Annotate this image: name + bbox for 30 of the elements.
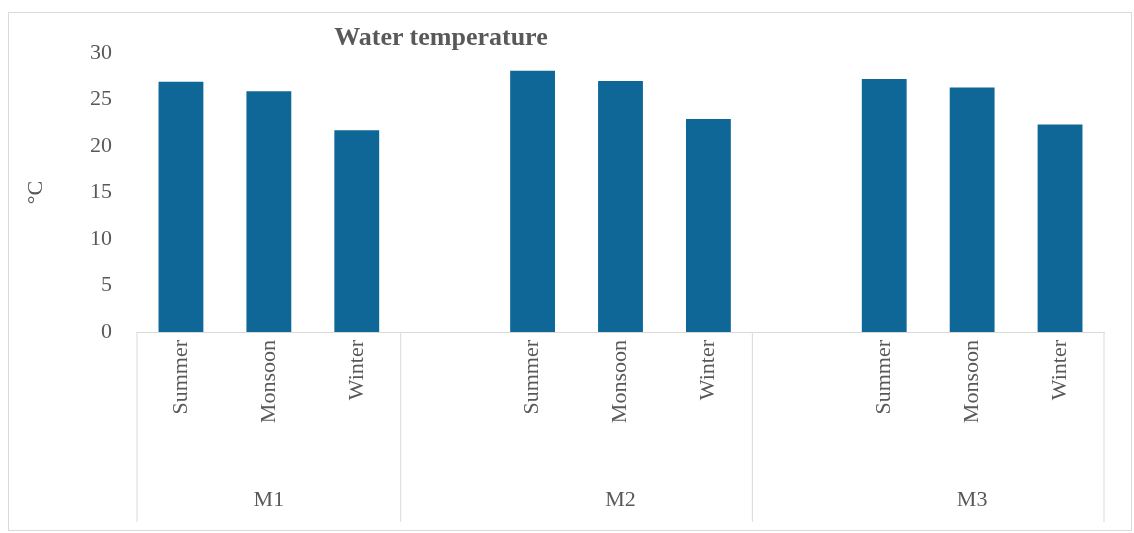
x-tick-label: Winter	[342, 339, 368, 401]
x-tick-label: Summer	[518, 339, 544, 415]
text: M2	[605, 485, 636, 511]
y-tick-label: 20	[90, 131, 112, 157]
y-tick-label: 0	[101, 317, 112, 343]
text: M1	[253, 485, 285, 511]
bar	[510, 70, 556, 332]
y-tick-label: 5	[101, 271, 112, 297]
x-tick-label: Winter	[1045, 339, 1071, 401]
chart-title: Water temperature	[334, 21, 548, 51]
bar	[949, 87, 995, 332]
bar	[334, 130, 380, 332]
bar	[246, 91, 292, 332]
bar	[158, 81, 204, 332]
x-tick-label: Monsoon	[606, 340, 632, 424]
x-tick-label: Monsoon	[254, 340, 280, 424]
x-tick-label: Summer	[166, 339, 192, 415]
y-tick-label: 25	[90, 85, 112, 111]
text: M3	[956, 485, 988, 511]
y-tick-label: 15	[90, 178, 112, 204]
bar	[861, 79, 907, 332]
x-tick-label: Winter	[694, 339, 720, 401]
bar	[1037, 124, 1083, 332]
y-tick-label: 10	[90, 224, 112, 250]
y-tick-label: 30	[90, 38, 112, 64]
bar	[598, 80, 643, 332]
x-tick-label: Summer	[870, 339, 896, 415]
bar	[685, 119, 731, 332]
x-tick-label: Monsoon	[957, 340, 983, 424]
y-axis-title: °C	[21, 180, 47, 205]
